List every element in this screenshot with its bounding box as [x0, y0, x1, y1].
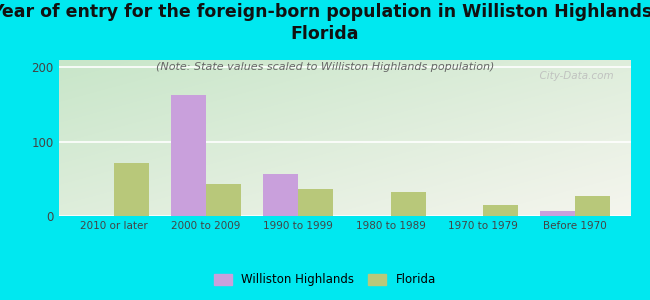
Bar — [263, 174, 298, 216]
Bar — [114, 163, 149, 216]
Bar — [391, 192, 426, 216]
Bar — [575, 196, 610, 216]
Bar — [298, 188, 333, 216]
Bar — [540, 211, 575, 216]
Text: Year of entry for the foreign-born population in Williston Highlands,
Florida: Year of entry for the foreign-born popul… — [0, 3, 650, 43]
Text: City-Data.com: City-Data.com — [533, 71, 614, 81]
Legend: Williston Highlands, Florida: Williston Highlands, Florida — [209, 269, 441, 291]
Bar — [483, 205, 518, 216]
Text: (Note: State values scaled to Williston Highlands population): (Note: State values scaled to Williston … — [156, 61, 494, 71]
Bar — [171, 95, 206, 216]
Bar — [206, 184, 241, 216]
